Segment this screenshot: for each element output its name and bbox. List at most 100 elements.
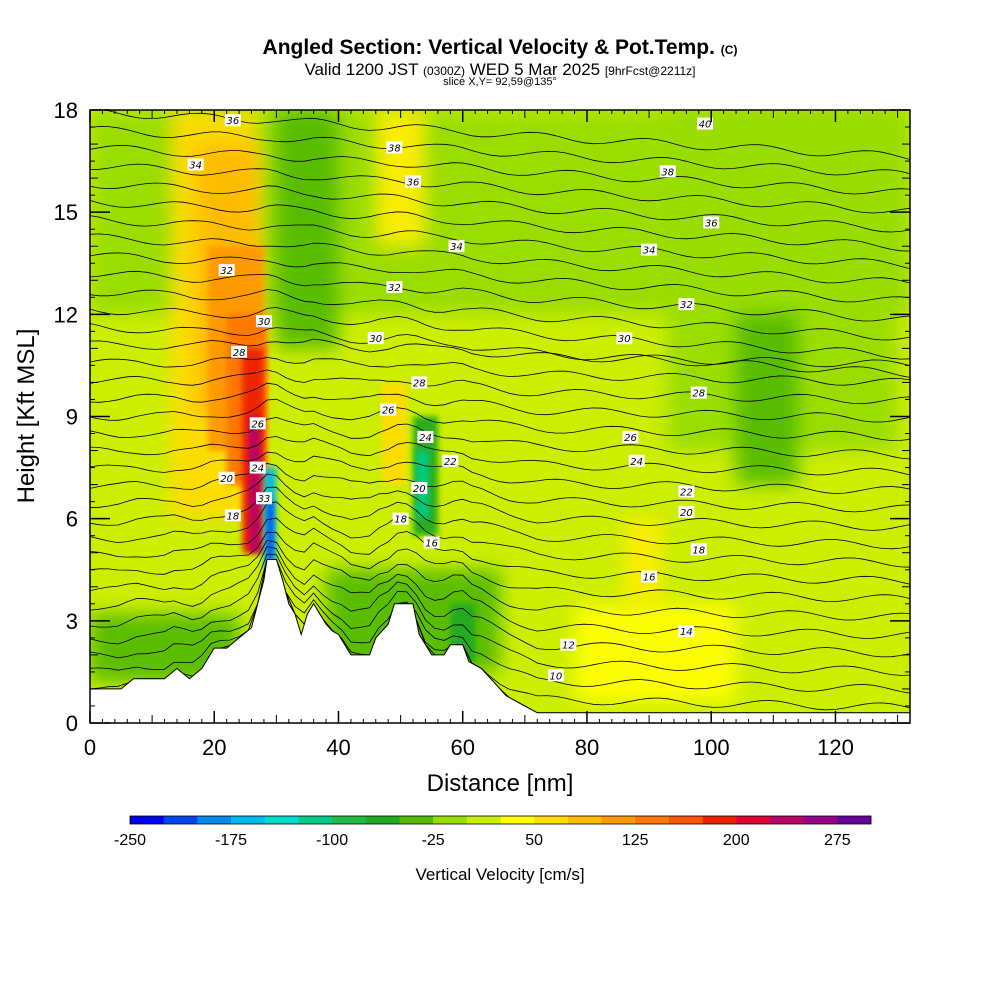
- colorbar-swatch: [433, 816, 468, 824]
- colorbar-swatch: [668, 816, 703, 824]
- theta-label-box: [380, 403, 397, 416]
- theta-label: 18: [227, 511, 240, 522]
- colorbar-title: Vertical Velocity [cm/s]: [415, 865, 584, 884]
- theta-label-box: [255, 492, 272, 505]
- y-tick-label: 3: [66, 609, 78, 634]
- theta-label: 32: [388, 283, 401, 294]
- theta-contour: [90, 451, 910, 494]
- theta-label: 36: [227, 116, 240, 127]
- theta-contour: [90, 200, 910, 252]
- y-tick-label: 0: [66, 711, 78, 736]
- colorbar-swatch: [567, 816, 602, 824]
- theta-label-box: [386, 281, 403, 294]
- colorbar-frame: [129, 815, 872, 825]
- theta-label: 32: [680, 300, 693, 311]
- x-tick-label: 120: [817, 735, 854, 760]
- colorbar-tick-label: 125: [622, 832, 649, 849]
- slice-info: slice X,Y= 92,59@135°: [443, 76, 557, 88]
- theta-label: 26: [382, 406, 395, 417]
- velocity-field: [90, 110, 910, 703]
- theta-label: 34: [189, 160, 202, 171]
- y-tick-label: 18: [54, 98, 78, 123]
- theta-label-box: [249, 417, 266, 430]
- colorbar-swatch: [702, 816, 737, 824]
- theta-label: 24: [630, 457, 643, 468]
- colorbar-swatch: [399, 816, 434, 824]
- theta-contour: [90, 416, 910, 460]
- theta-contour: [90, 369, 910, 405]
- theta-label: 38: [388, 143, 401, 154]
- theta-label-box: [417, 430, 434, 443]
- theta-label-box: [678, 298, 695, 311]
- theta-label-box: [616, 332, 633, 345]
- theta-contour: [90, 531, 910, 603]
- x-tick-label: 40: [326, 735, 350, 760]
- theta-label-box: [218, 264, 235, 277]
- theta-label: 28: [692, 389, 705, 400]
- colorbar-swatch: [466, 816, 501, 824]
- theta-label-box: [411, 482, 428, 495]
- theta-label: 20: [413, 484, 426, 495]
- theta-label-box: [411, 376, 428, 389]
- velocity-patch: [624, 518, 662, 604]
- theta-label: 20: [220, 474, 233, 485]
- theta-label: 20: [680, 508, 693, 519]
- theta-label-box: [218, 471, 235, 484]
- theta-contour: [90, 182, 910, 233]
- theta-label-box: [442, 454, 459, 467]
- theta-contour: [90, 559, 910, 711]
- theta-label: 16: [643, 573, 656, 584]
- theta-label-box: [690, 543, 707, 556]
- theta-contour: [90, 126, 910, 176]
- theta-label-box: [678, 625, 695, 638]
- valid-b: (0300Z): [422, 64, 465, 78]
- theta-contour: [90, 382, 910, 423]
- theta-label: 30: [258, 317, 271, 328]
- theta-label-box: [367, 332, 384, 345]
- theta-label-box: [224, 509, 241, 522]
- colorbar-swatch: [298, 816, 333, 824]
- theta-label-box: [392, 512, 409, 525]
- theta-label-box: [560, 638, 577, 651]
- theta-label: 16: [425, 539, 438, 550]
- colorbar-swatch: [197, 816, 232, 824]
- colorbar-swatch: [837, 816, 872, 824]
- theta-label: 18: [692, 545, 705, 556]
- theta-contour: [90, 356, 910, 386]
- theta-label-box: [249, 461, 266, 474]
- theta-label-box: [641, 243, 658, 256]
- x-tick-label: 60: [450, 735, 474, 760]
- theta-contour: [90, 233, 910, 284]
- y-tick-label: 6: [66, 507, 78, 532]
- title-text: Angled Section: Vertical Velocity & Pot.…: [262, 36, 715, 59]
- theta-label-box: [697, 117, 713, 130]
- y-tick-label: 15: [54, 200, 78, 225]
- x-tick-label: 100: [693, 735, 730, 760]
- colorbar: -250 -175 -100 -25 50 125 200 275: [114, 815, 872, 849]
- theta-label: 22: [444, 457, 457, 468]
- theta-contour: [90, 517, 910, 585]
- colorbar-tick-label: -175: [215, 832, 247, 849]
- terrain: [90, 559, 910, 723]
- theta-label: 14: [680, 627, 693, 638]
- theta-label: 34: [643, 246, 656, 257]
- colorbar-swatch: [365, 816, 400, 824]
- theta-label-box: [547, 669, 564, 682]
- theta-label: 12: [562, 641, 575, 652]
- theta-label-box: [187, 158, 204, 171]
- valid-c: WED 5 Mar 2025: [469, 60, 601, 79]
- x-tick-label: 20: [202, 735, 226, 760]
- theta-label: 32: [220, 266, 233, 277]
- theta-contour: [90, 270, 910, 322]
- theta-labels: 10 12 14 16 16 18 18 18 20 20 20 22 22 24 24 24 26 26 26 28…: [187, 114, 720, 682]
- theta-label: 40: [699, 120, 712, 131]
- colorbar-tick-label: 200: [723, 832, 750, 849]
- theta-contour: [90, 473, 910, 531]
- theta-label: 24: [419, 433, 432, 444]
- theta-label: 26: [251, 419, 264, 430]
- theta-contour: [90, 436, 910, 476]
- y-axis-title: Height [Kft MSL]: [13, 329, 40, 504]
- colorbar-swatch: [130, 816, 165, 824]
- colorbar-swatch: [264, 816, 299, 824]
- theta-contour: [90, 163, 910, 214]
